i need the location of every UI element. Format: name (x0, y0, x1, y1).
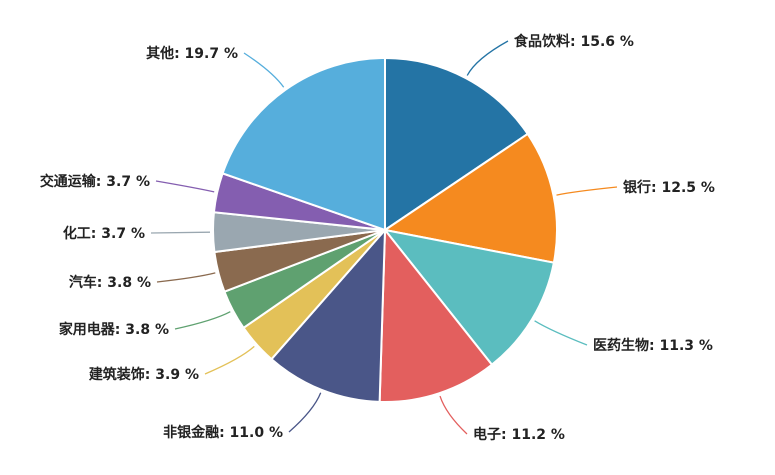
slice-label-8: 汽车: 3.8 % (69, 274, 151, 291)
slice-labels: 食品饮料: 15.6 % 银行: 12.5 % 医药生物: 11.3 % 电子: 11… (40, 33, 715, 443)
pie-slice-5 (270, 227, 387, 403)
slice-label-9: 化工: 3.7 % (63, 225, 145, 242)
slice-label-2: 银行: 12.5 % (623, 179, 715, 196)
slice-label-11: 其他: 19.7 % (146, 45, 238, 62)
slice-label-6: 建筑装饰: 3.9 % (89, 366, 199, 383)
leader-line-5 (288, 392, 322, 433)
slice-label-10: 交通运输: 3.7 % (40, 173, 150, 190)
leader-line-7 (174, 311, 231, 330)
slice-label-7: 家用电器: 3.8 % (59, 321, 169, 338)
leader-line-4 (439, 395, 468, 435)
pie-slice-3 (382, 228, 556, 367)
leader-line-10 (155, 180, 215, 193)
pie-slice-11 (221, 56, 386, 232)
pie-slice-1 (384, 56, 530, 232)
leader-line-8 (156, 272, 216, 283)
pie-slices (212, 56, 558, 403)
slice-label-1: 食品饮料: 15.6 % (514, 33, 634, 50)
leader-line-2 (556, 186, 618, 196)
leader-line-9 (150, 231, 211, 234)
pie-slice-2 (382, 132, 558, 264)
slice-label-3: 医药生物: 11.3 % (593, 337, 713, 354)
leader-line-6 (204, 345, 255, 375)
slice-label-4: 电子: 11.2 % (473, 426, 565, 443)
slice-label-5: 非银金融: 11.0 % (163, 424, 283, 441)
leader-line-1 (466, 40, 509, 76)
leader-line-3 (534, 320, 588, 346)
label-leader-lines (150, 40, 618, 435)
pie-slice-4 (378, 227, 494, 403)
leader-line-11 (243, 52, 285, 88)
